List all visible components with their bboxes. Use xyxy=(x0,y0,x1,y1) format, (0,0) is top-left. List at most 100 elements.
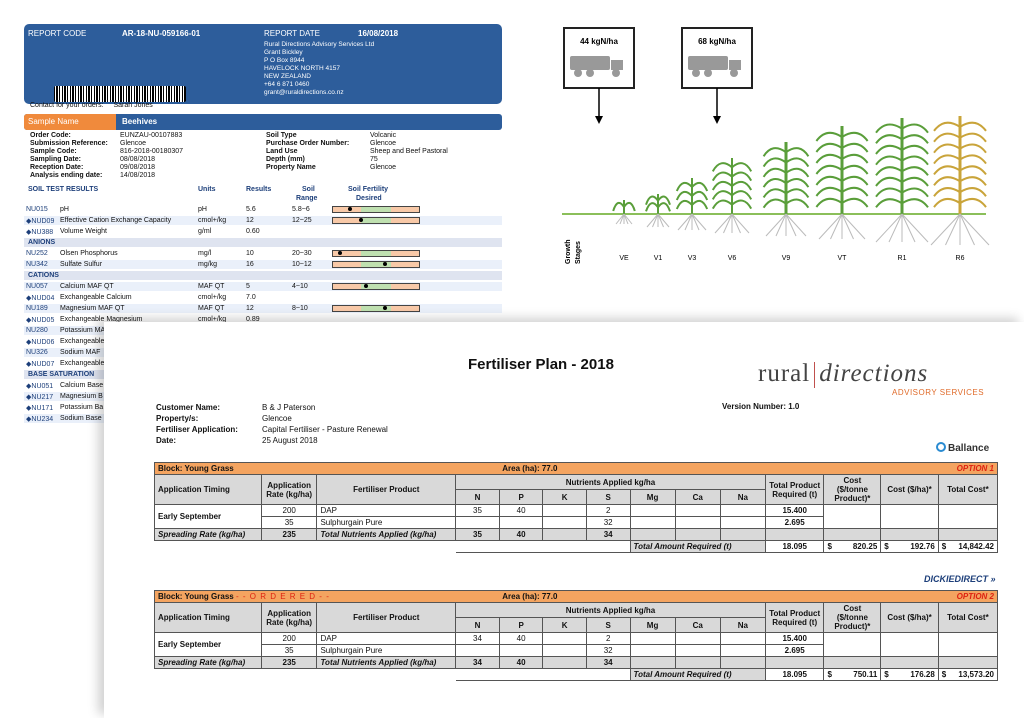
total-cost-header: Total Cost* xyxy=(947,613,989,622)
fertility-gauge xyxy=(332,217,420,224)
ordered-tag: - - O R D E R E D - - xyxy=(235,592,330,601)
nutrient-p-header: P xyxy=(518,620,524,630)
spreading-rate-value: 235 xyxy=(282,658,296,667)
corn-root xyxy=(841,213,866,240)
customer-field-label: Customer Name: xyxy=(156,403,221,412)
corn-leaf xyxy=(691,181,709,192)
corn-leaf xyxy=(623,201,636,212)
corn-root xyxy=(785,213,807,237)
corn-leaf xyxy=(711,162,733,172)
chevron-right-icon: » xyxy=(990,574,996,584)
field-value: 09/08/2018 xyxy=(120,164,156,171)
test-code: NU342 xyxy=(26,261,48,268)
area-label: Area (ha): xyxy=(502,592,540,601)
corn-leaf xyxy=(711,180,733,191)
product-name: DAP xyxy=(320,634,337,643)
address-line: grant@ruraldirections.co.nz xyxy=(264,89,344,96)
corn-leaf xyxy=(875,123,903,134)
corn-root xyxy=(615,213,625,225)
corn-leaf xyxy=(711,199,733,210)
corn-leaf xyxy=(785,167,810,178)
stage-label: V3 xyxy=(688,255,697,262)
corn-leaf xyxy=(815,164,843,175)
s-value: 2 xyxy=(605,634,611,643)
corn-root xyxy=(731,213,750,234)
fertility-gauge xyxy=(332,250,420,257)
contact-name: Sarah Jones xyxy=(113,102,153,109)
corn-root xyxy=(818,213,843,240)
stage-label: R6 xyxy=(956,255,965,262)
test-code: ◆NU234 xyxy=(26,416,54,423)
sample-name-label: Sample Name xyxy=(24,114,116,130)
test-result: 7.0 xyxy=(246,294,256,301)
results-title: SOIL TEST RESULTS xyxy=(28,186,99,193)
report-code-label: REPORT CODE xyxy=(28,29,87,38)
contact-line: Contact for your orders: Sarah Jones xyxy=(30,102,153,109)
sample-field: Order Code: EUNZAU-00107883 xyxy=(30,132,270,140)
total-cost-value: 14,842.42 xyxy=(958,542,994,551)
customer-field-value: Capital Fertiliser - Pasture Renewal xyxy=(262,425,388,434)
corn-leaf xyxy=(901,187,929,198)
customer-field-label: Property/s: xyxy=(156,414,199,423)
corn-root xyxy=(901,213,916,243)
test-unit: mg/kg xyxy=(198,261,218,268)
nutrient-k-header: K xyxy=(561,492,568,502)
corn-leaf xyxy=(815,186,843,197)
growth-stages-diagram: 44 kgN/ha 68 kgN/ha Growth Stages VE V1 V3… xyxy=(562,27,990,264)
nutrient-na-header: Na xyxy=(737,620,748,630)
test-result: 5 xyxy=(246,283,250,290)
s-value: 2 xyxy=(605,506,611,515)
corn-leaf xyxy=(815,131,843,142)
corn-leaf xyxy=(959,132,987,143)
corn-leaf xyxy=(901,176,929,187)
stage-label: V1 xyxy=(654,255,663,262)
field-value: 08/08/2018 xyxy=(120,156,156,163)
corn-leaf xyxy=(933,132,961,143)
fertility-header: Soil Fertility xyxy=(348,186,389,193)
total-product-header: Total Product Required (t) xyxy=(769,608,821,627)
test-result: 16 xyxy=(246,261,254,268)
contact-label: Contact for your orders: xyxy=(30,102,104,109)
s-value: 32 xyxy=(603,518,613,527)
p-value: 40 xyxy=(516,506,526,515)
total-nutrients-label: Total Nutrients Applied (kg/ha) xyxy=(320,530,437,539)
cost-ha-header: Cost ($/ha)* xyxy=(887,613,932,622)
field-label: Land Use xyxy=(266,148,298,155)
test-code: ◆NUD09 xyxy=(26,218,55,225)
test-code: NU280 xyxy=(26,327,48,334)
nutrients-header: Nutrients Applied kg/ha xyxy=(565,605,656,615)
test-code: ◆NUD04 xyxy=(26,295,55,302)
truck1-label: 44 kgN/ha xyxy=(580,37,618,46)
soil-row: ◆NUD07 Exchangeable xyxy=(24,359,502,368)
product-header: Fertiliser Product xyxy=(353,485,420,494)
field-label: Order Code: xyxy=(30,132,71,139)
block-name: Block: Young Grass xyxy=(158,464,234,473)
corn-leaf xyxy=(959,143,987,154)
field-label: Reception Date: xyxy=(30,164,84,171)
dickiedirect-logo: DICKIEDIRECT » xyxy=(924,574,996,584)
soil-row: NU057 Calcium MAF QT MAF QT 5 4~10 xyxy=(24,282,502,291)
cost-tonne-value: 820.25 xyxy=(852,542,878,551)
sample-details-right: Soil Type Volcanic Purchase Order Number: G… xyxy=(266,132,502,172)
total-cost-value: 13,573.20 xyxy=(958,670,994,679)
rate-value: 200 xyxy=(282,634,296,643)
test-code: ◆NUD07 xyxy=(26,361,55,368)
corn-root xyxy=(677,213,693,231)
corn-leaf xyxy=(815,175,843,186)
gauge-marker xyxy=(382,262,387,266)
s-value: 32 xyxy=(603,646,613,655)
corn-leaf xyxy=(731,162,753,172)
customer-field-value: B & J Paterson xyxy=(262,403,316,412)
corn-leaf xyxy=(815,142,843,153)
corn-leaf xyxy=(901,134,929,144)
report-date-label: REPORT DATE xyxy=(264,29,321,38)
fertility-gauge xyxy=(332,305,420,312)
corn-root xyxy=(691,213,707,231)
corn-root xyxy=(959,213,975,246)
stage-labels: VE V1 V3 V6 V9 VT R1 R6 xyxy=(619,255,964,262)
truck-box-2: 68 kgN/ha xyxy=(681,27,753,124)
sample-field: Land Use Sheep and Beef Pastoral xyxy=(266,148,502,156)
corn-leaf xyxy=(762,157,787,168)
test-unit: mg/l xyxy=(198,250,212,257)
test-result: 12 xyxy=(246,305,254,312)
